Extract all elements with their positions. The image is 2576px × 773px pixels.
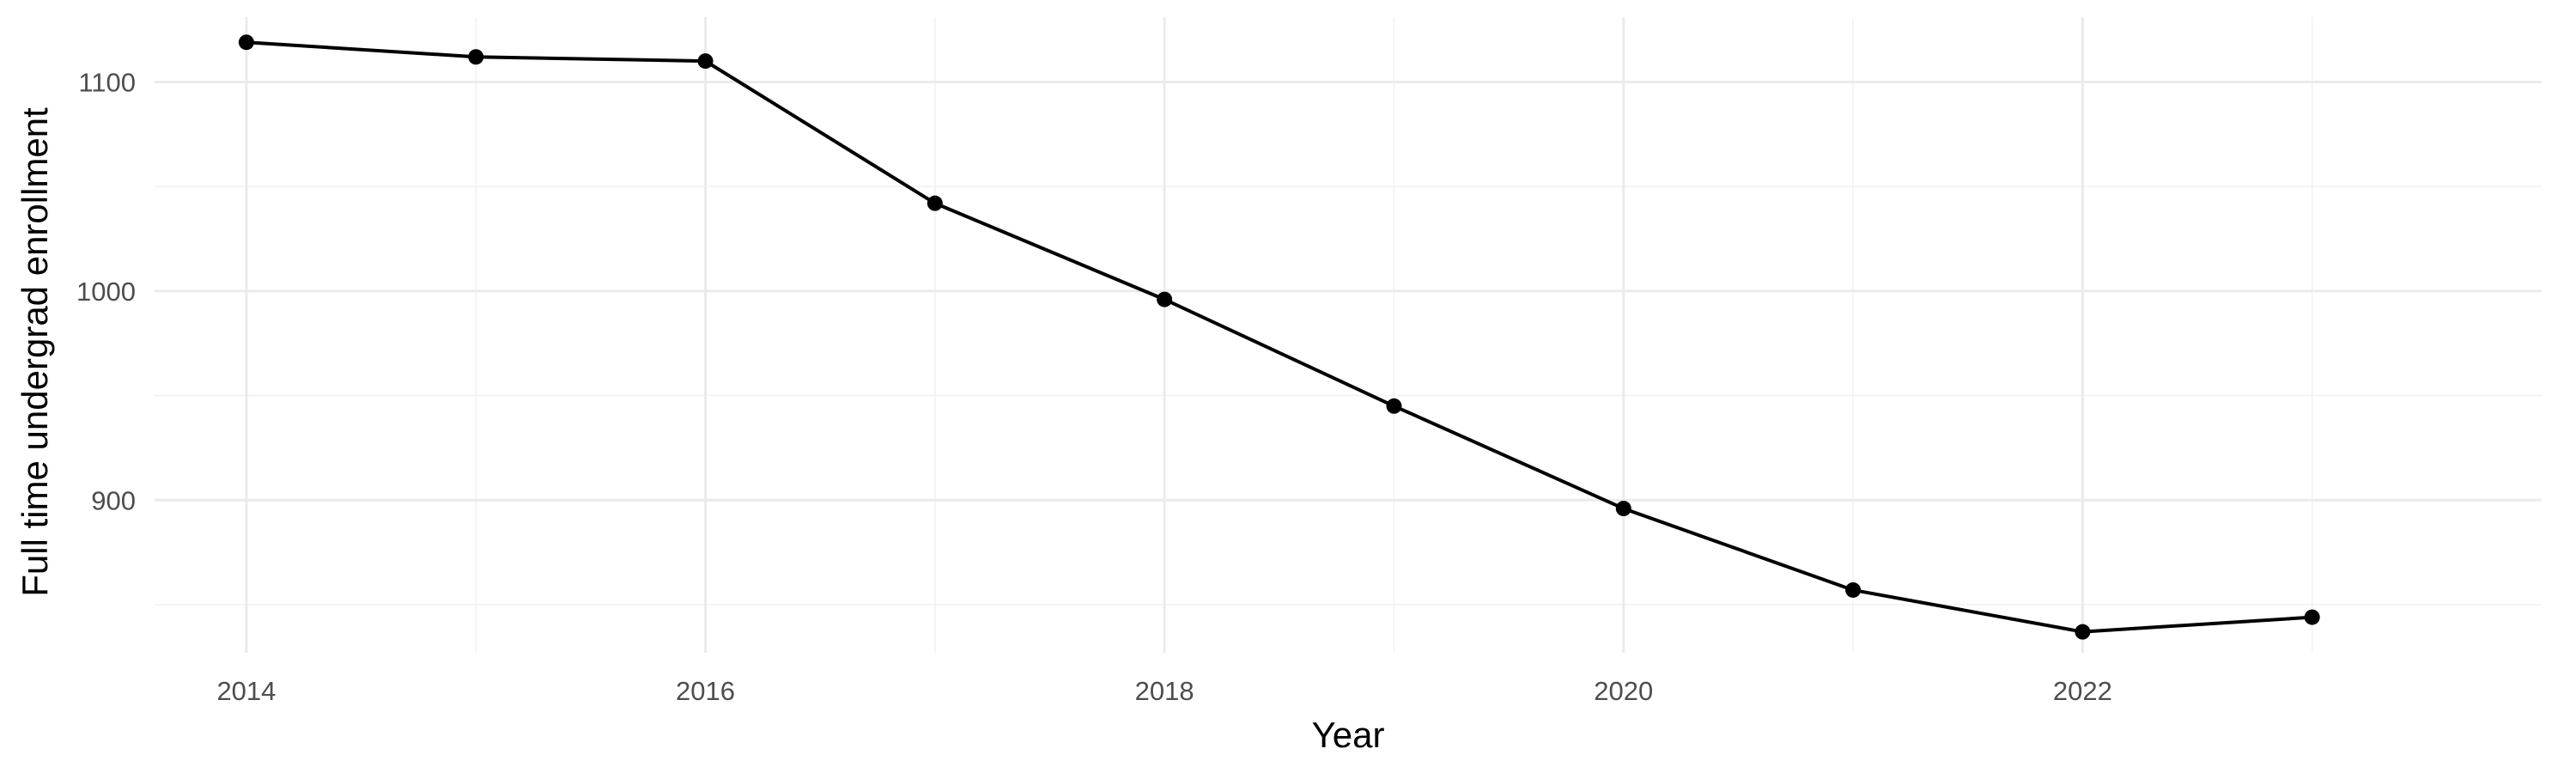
y-axis-title: Full time undergrad enrollment xyxy=(15,107,55,597)
series-line xyxy=(244,40,2314,634)
x-tick-labels: 2014 2016 2018 2020 2022 xyxy=(216,676,2111,706)
y-tick-label: 1000 xyxy=(76,277,136,307)
y-tick-label: 900 xyxy=(91,485,136,515)
x-tick-label: 2014 xyxy=(216,676,276,706)
data-point-2015 xyxy=(468,49,484,65)
series-group xyxy=(238,34,2320,640)
grid-lines xyxy=(155,17,2542,653)
data-point-2018 xyxy=(1157,291,1173,307)
data-point-2017 xyxy=(927,195,943,211)
data-point-2016 xyxy=(697,53,714,70)
data-point-2014 xyxy=(238,34,254,51)
x-tick-label: 2018 xyxy=(1135,676,1194,706)
x-tick-label: 2016 xyxy=(676,676,735,706)
data-point-2019 xyxy=(1386,398,1402,414)
data-point-2020 xyxy=(1615,501,1631,517)
x-tick-label: 2020 xyxy=(1594,676,1653,706)
data-point-2021 xyxy=(1845,581,1862,598)
y-tick-labels: 900 1000 1100 xyxy=(76,67,136,515)
x-axis-title: Year xyxy=(1312,715,1385,755)
y-tick-label: 1100 xyxy=(78,67,136,97)
data-point-2023 xyxy=(2304,609,2320,625)
data-point-2022 xyxy=(2075,624,2091,640)
x-tick-label: 2022 xyxy=(2053,676,2112,706)
